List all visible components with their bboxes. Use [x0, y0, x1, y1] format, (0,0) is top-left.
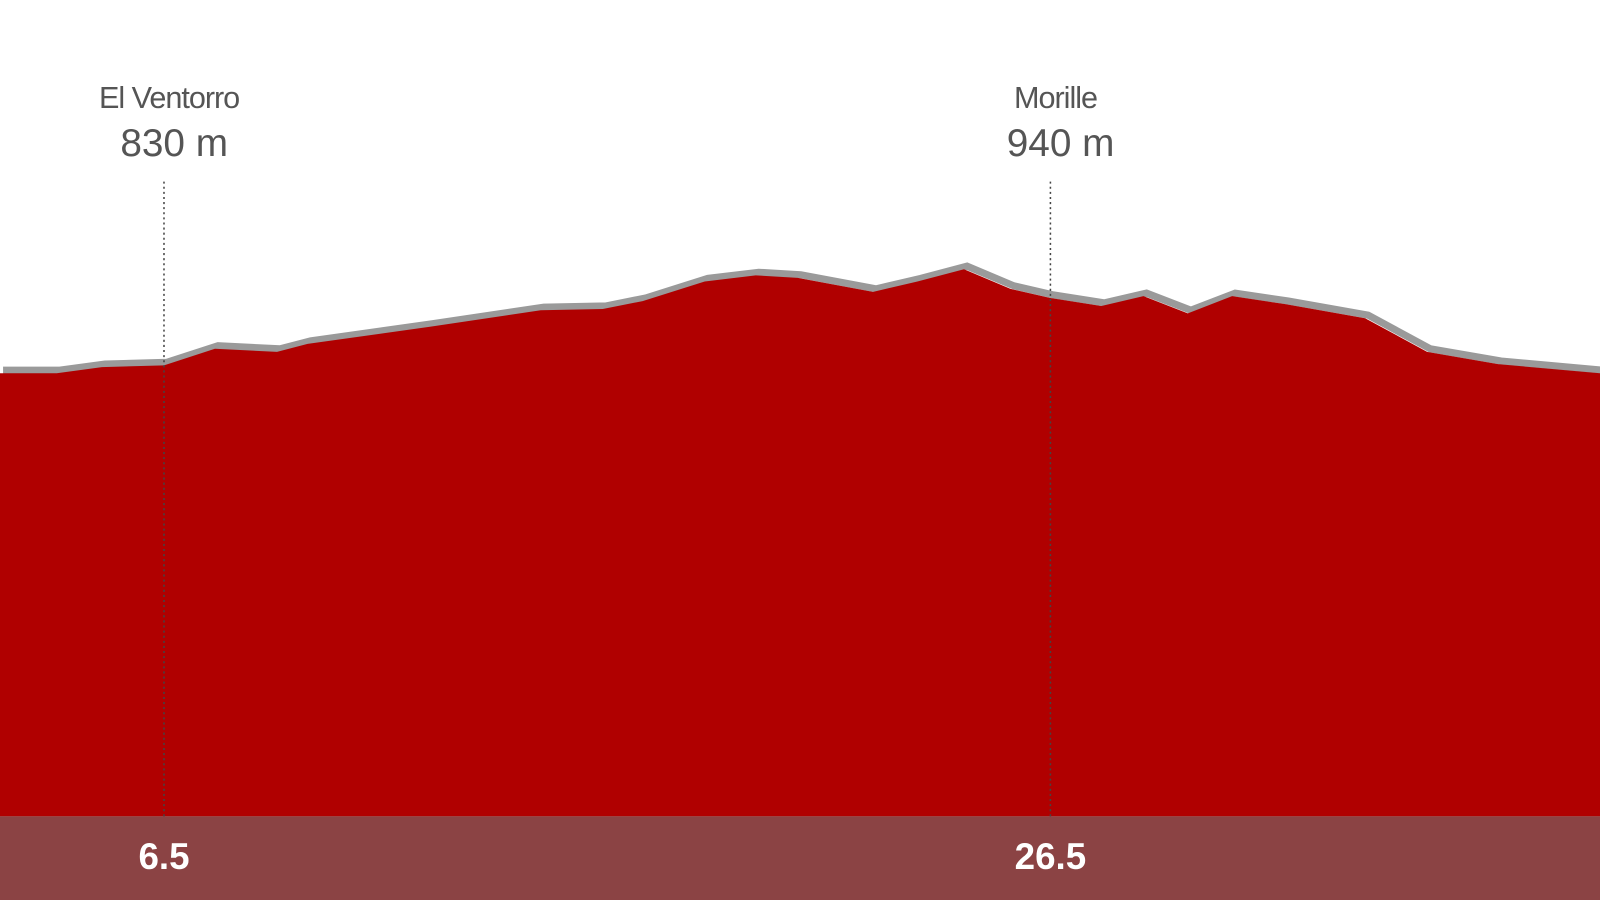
place-name: El Ventorro [99, 81, 239, 115]
place-elevation: 830 m [120, 122, 228, 165]
place-elevation: 940 m [1007, 122, 1115, 165]
x-tick-label: 6.5 [138, 836, 189, 877]
elevation-area [0, 269, 1600, 817]
place-name: Morille [1014, 81, 1097, 115]
elevation-edge [3, 262, 1600, 374]
distance-bar [0, 816, 1600, 900]
x-tick-label: 26.5 [1015, 836, 1086, 877]
